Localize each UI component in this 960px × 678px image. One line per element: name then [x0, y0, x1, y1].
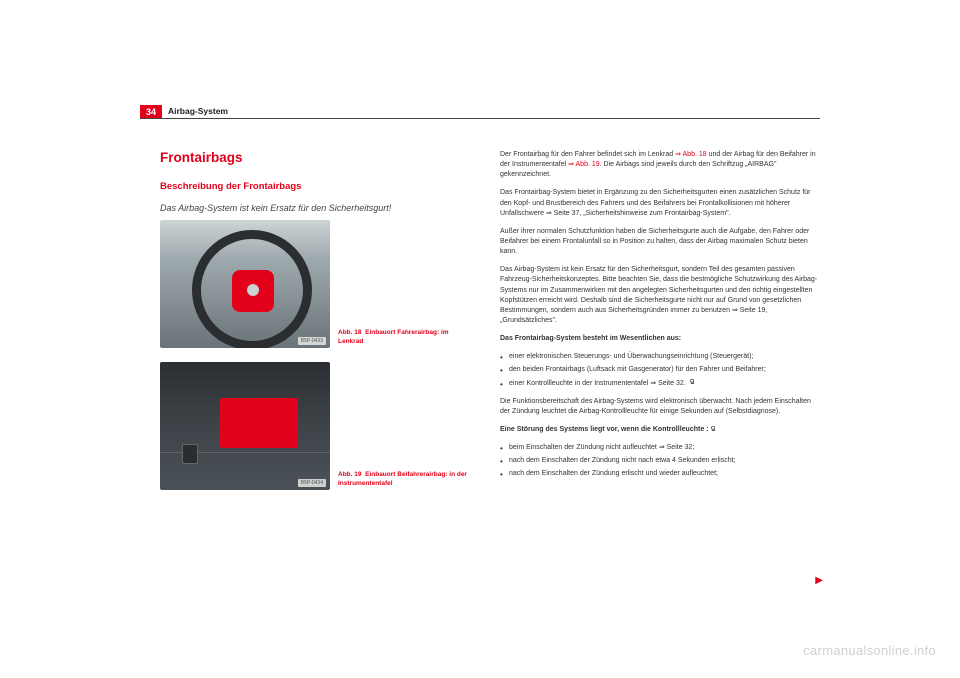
header-divider	[140, 118, 820, 119]
manual-page: 34 Airbag-System Frontairbags Beschreibu…	[0, 0, 960, 678]
components-heading: Das Frontairbag-System besteht im Wesent…	[500, 334, 820, 344]
dashboard-airbag-highlight	[220, 398, 298, 448]
figure-18-refcode: B5P-0433	[298, 337, 326, 345]
figure-18-row: B5P-0433 Abb. 18 Einbauort Fahrerairbag:…	[160, 220, 470, 348]
subsection-title: Beschreibung der Frontairbags	[160, 181, 470, 192]
seat-logo-icon	[247, 284, 259, 296]
figure-18-caption-prefix: Abb. 18	[338, 329, 361, 336]
component-item-3-text: einer Kontrollleuchte in der Instrumente…	[509, 380, 686, 387]
fault-item-3: nach dem Einschalten der Zündung erlisch…	[500, 469, 820, 479]
intro-italic: Das Airbag-System ist kein Ersatz für de…	[160, 203, 470, 213]
p1-ref-abb19: ⇒ Abb. 19	[568, 161, 600, 168]
watermark: carmanualsonline.info	[803, 643, 936, 658]
component-item-2: den beiden Frontairbags (Luftsack mit Ga…	[500, 365, 820, 375]
component-item-1: einer elektronischen Steuerungs- und Übe…	[500, 352, 820, 362]
figure-19-row: B5P-0434 Abb. 19 Einbauort Beifahrerairb…	[160, 362, 470, 490]
right-column: Der Frontairbag für den Fahrer befindet …	[500, 150, 820, 488]
p1-ref-abb18: ⇒ Abb. 18	[675, 151, 707, 158]
figure-18-caption: Abb. 18 Einbauort Fahrerairbag: im Lenkr…	[338, 329, 468, 346]
figure-19-refcode: B5P-0434	[298, 479, 326, 487]
fault-heading-text: Eine Störung des Systems liegt vor, wenn…	[500, 426, 708, 433]
paragraph-5: Die Funktionsbereitschaft des Airbag-Sys…	[500, 397, 820, 417]
figure-19-caption-prefix: Abb. 19	[338, 471, 361, 478]
paragraph-1: Der Frontairbag für den Fahrer befindet …	[500, 150, 820, 180]
paragraph-4: Das Airbag-System ist kein Ersatz für de…	[500, 265, 820, 326]
page-number-badge: 34	[140, 105, 162, 119]
fault-item-1: beim Einschalten der Zündung nicht aufle…	[500, 443, 820, 453]
components-list: einer elektronischen Steuerungs- und Übe…	[500, 352, 820, 388]
airbag-warning-icon	[689, 378, 698, 385]
fault-heading: Eine Störung des Systems liegt vor, wenn…	[500, 425, 820, 435]
continue-arrow-icon: ▶	[815, 575, 823, 586]
paragraph-2: Das Frontairbag-System bietet in Ergänzu…	[500, 188, 820, 218]
paragraph-3: Außer ihrer normalen Schutzfunktion habe…	[500, 227, 820, 257]
steering-airbag-highlight	[232, 270, 274, 312]
section-title: Frontairbags	[160, 150, 470, 165]
figure-18-image: B5P-0433	[160, 220, 330, 348]
figure-19-image: B5P-0434	[160, 362, 330, 490]
figure-19-caption: Abb. 19 Einbauort Beifahrerairbag: in de…	[338, 471, 468, 488]
left-column: Frontairbags Beschreibung der Frontairba…	[160, 150, 470, 504]
airbag-warning-icon	[710, 425, 719, 432]
fault-list: beim Einschalten der Zündung nicht aufle…	[500, 443, 820, 479]
header-chapter-title: Airbag-System	[168, 106, 228, 116]
dashboard-switch	[182, 444, 198, 464]
component-item-3: einer Kontrollleuchte in der Instrumente…	[500, 379, 820, 389]
p1-pre: Der Frontairbag für den Fahrer befindet …	[500, 151, 675, 158]
fault-item-2: nach dem Einschalten der Zündung nicht n…	[500, 456, 820, 466]
